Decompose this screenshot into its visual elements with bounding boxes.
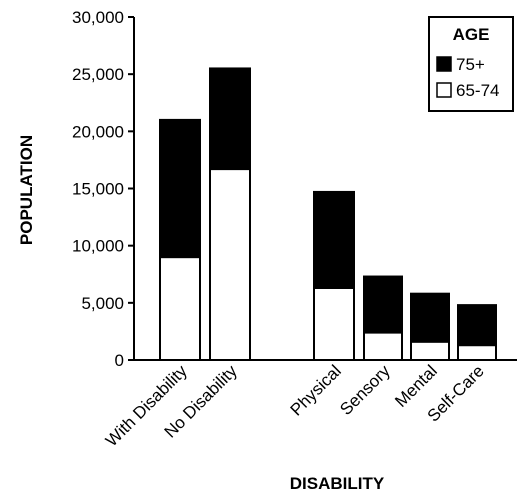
legend: AGE 75+ 65-74 bbox=[428, 16, 514, 112]
legend-swatch-65-74 bbox=[436, 82, 452, 98]
bar-mental-75 bbox=[410, 292, 450, 343]
y-tick-label: 20,000 bbox=[72, 122, 124, 141]
bar-no-disability-65-74 bbox=[209, 168, 251, 361]
bar-with-disability-75 bbox=[159, 118, 201, 259]
x-axis-title: DISABILITY bbox=[290, 474, 385, 493]
y-tick-label: 15,000 bbox=[72, 180, 124, 199]
bar-self-care-65-74 bbox=[457, 344, 497, 361]
y-ticks: 0 5,000 10,000 15,000 20,000 25,000 30,000 bbox=[72, 8, 134, 370]
bar-no-disability-75 bbox=[209, 67, 251, 171]
bar-sensory-65-74 bbox=[363, 331, 403, 361]
bar-physical-75 bbox=[313, 190, 355, 289]
legend-label-75-plus: 75+ bbox=[456, 55, 485, 74]
y-axis-title: POPULATION bbox=[17, 135, 36, 245]
y-tick-label: 10,000 bbox=[72, 237, 124, 256]
bar-with-disability-65-74 bbox=[159, 256, 201, 362]
bar-physical-65-74 bbox=[313, 286, 355, 361]
x-tick-label-physical: Physical bbox=[287, 361, 345, 419]
legend-swatch-75-plus bbox=[436, 56, 452, 72]
y-tick-label: 30,000 bbox=[72, 8, 124, 27]
bar-mental-65-74 bbox=[410, 340, 450, 361]
legend-title: AGE bbox=[453, 25, 490, 44]
y-tick-label: 25,000 bbox=[72, 65, 124, 84]
y-tick-label: 0 bbox=[115, 351, 124, 370]
bars-layer bbox=[159, 67, 497, 362]
bar-sensory-75 bbox=[363, 275, 403, 334]
y-tick-label: 5,000 bbox=[81, 294, 124, 313]
bar-self-care-75 bbox=[457, 304, 497, 347]
legend-label-65-74: 65-74 bbox=[456, 81, 499, 100]
x-tick-label-sensory: Sensory bbox=[336, 361, 394, 419]
